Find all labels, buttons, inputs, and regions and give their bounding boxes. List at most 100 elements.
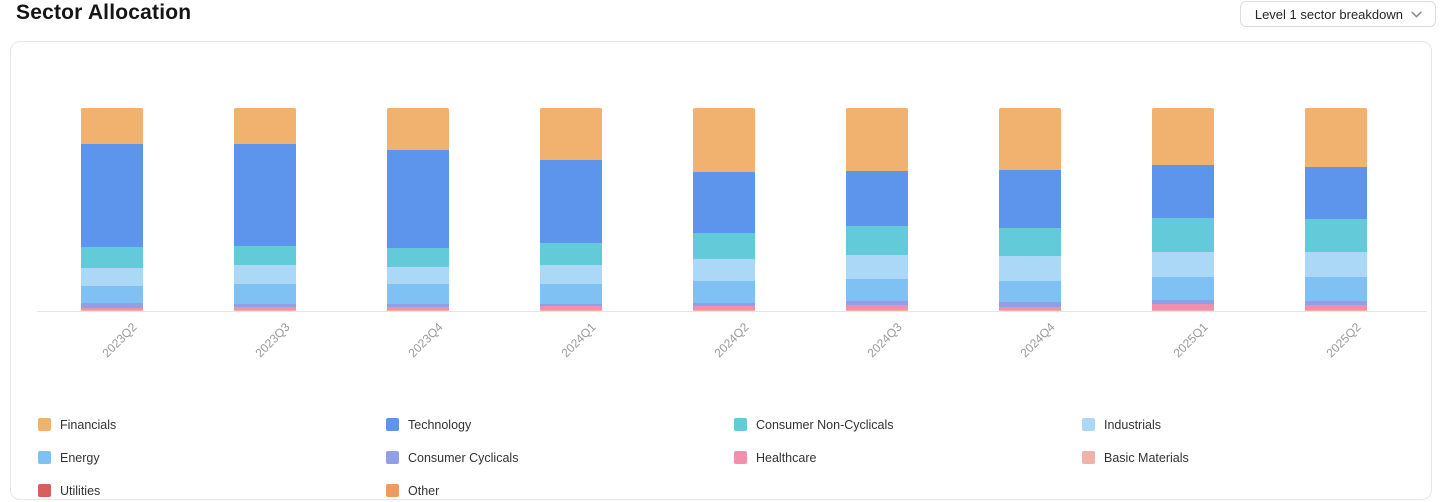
bar-2025Q1[interactable]	[1152, 108, 1214, 311]
energy-segment[interactable]	[387, 284, 449, 305]
healthcare-segment[interactable]	[81, 307, 143, 311]
bar-2023Q3[interactable]	[234, 108, 296, 311]
basic-materials-segment[interactable]	[1152, 309, 1214, 311]
consumer-non-cyclicals-segment[interactable]	[999, 227, 1061, 257]
legend-label: Energy	[60, 450, 100, 465]
consumer-non-cyclicals-segment[interactable]	[846, 225, 908, 256]
energy-segment[interactable]	[846, 279, 908, 301]
consumer-cyclicals-segment[interactable]	[81, 303, 143, 308]
industrials-segment[interactable]	[846, 255, 908, 280]
technology-segment[interactable]	[1305, 166, 1367, 220]
bar-2024Q2[interactable]	[693, 108, 755, 311]
consumer-cyclicals-segment[interactable]	[234, 304, 296, 307]
legend-item-basic-materials[interactable]: Basic Materials	[1082, 451, 1430, 465]
healthcare-segment[interactable]	[846, 304, 908, 310]
technology-segment[interactable]	[387, 150, 449, 248]
consumer-cyclicals-segment[interactable]	[540, 303, 602, 307]
basic-materials-segment[interactable]	[387, 309, 449, 311]
legend-item-healthcare[interactable]: Healthcare	[734, 451, 1082, 465]
basic-materials-segment[interactable]	[693, 309, 755, 311]
consumer-non-cyclicals-segment[interactable]	[387, 247, 449, 267]
energy-segment[interactable]	[1305, 277, 1367, 301]
consumer-non-cyclicals-segment[interactable]	[81, 246, 143, 269]
legend-label: Industrials	[1104, 417, 1161, 432]
energy-segment[interactable]	[999, 280, 1061, 302]
basic-materials-segment[interactable]	[540, 309, 602, 311]
industrials-segment[interactable]	[540, 264, 602, 285]
financials-segment[interactable]	[387, 108, 449, 151]
consumer-cyclicals-segment[interactable]	[387, 304, 449, 307]
industrials-segment[interactable]	[234, 264, 296, 285]
technology-segment[interactable]	[846, 170, 908, 226]
x-axis-label-2023Q2: 2023Q2	[99, 320, 140, 361]
legend-item-utilities[interactable]: Utilities	[38, 484, 386, 498]
basic-materials-segment[interactable]	[1305, 309, 1367, 311]
industrials-segment[interactable]	[1305, 252, 1367, 278]
healthcare-segment[interactable]	[999, 306, 1061, 310]
financials-segment[interactable]	[234, 108, 296, 145]
x-axis-label-2024Q4: 2024Q4	[1017, 320, 1058, 361]
legend-item-financials[interactable]: Financials	[38, 417, 386, 432]
bar-2024Q4[interactable]	[999, 108, 1061, 311]
healthcare-segment[interactable]	[387, 306, 449, 310]
energy-segment[interactable]	[540, 284, 602, 304]
consumer-cyclicals-segment[interactable]	[1152, 299, 1214, 305]
healthcare-segment[interactable]	[693, 306, 755, 310]
healthcare-segment[interactable]	[1152, 304, 1214, 310]
consumer-cyclicals-segment[interactable]	[1305, 300, 1367, 305]
industrials-segment[interactable]	[81, 268, 143, 287]
legend-label: Financials	[60, 417, 117, 432]
legend-item-industrials[interactable]: Industrials	[1082, 417, 1430, 432]
bar-2024Q1[interactable]	[540, 108, 602, 311]
energy-segment[interactable]	[1152, 276, 1214, 300]
consumer-non-cyclicals-segment[interactable]	[1305, 219, 1367, 253]
basic-materials-segment[interactable]	[234, 309, 296, 311]
breakdown-dropdown[interactable]: Level 1 sector breakdown	[1239, 1, 1436, 27]
basic-materials-segment[interactable]	[846, 309, 908, 311]
bar-2024Q3[interactable]	[846, 108, 908, 311]
financials-segment[interactable]	[846, 108, 908, 171]
technology-segment[interactable]	[999, 169, 1061, 228]
legend-item-consumer-cyclicals[interactable]: Consumer Cyclicals	[386, 450, 734, 465]
healthcare-segment[interactable]	[540, 306, 602, 310]
consumer-non-cyclicals-segment[interactable]	[1152, 218, 1214, 252]
consumer-cyclicals-segment[interactable]	[693, 303, 755, 307]
x-axis-label-2024Q2: 2024Q2	[711, 320, 752, 361]
consumer-non-cyclicals-segment[interactable]	[693, 232, 755, 259]
industrials-segment[interactable]	[387, 266, 449, 285]
consumer-cyclicals-segment[interactable]	[999, 301, 1061, 307]
financials-segment[interactable]	[1305, 108, 1367, 167]
basic-materials-segment[interactable]	[81, 310, 143, 311]
industrials-segment[interactable]	[693, 258, 755, 281]
energy-segment[interactable]	[81, 286, 143, 304]
technology-segment[interactable]	[81, 143, 143, 247]
consumer-non-cyclicals-segment[interactable]	[540, 242, 602, 265]
legend-item-energy[interactable]: Energy	[38, 450, 386, 465]
financials-segment[interactable]	[1152, 108, 1214, 166]
bar-2025Q2[interactable]	[1305, 108, 1367, 311]
financials-segment[interactable]	[81, 108, 143, 144]
consumer-non-cyclicals-segment[interactable]	[234, 245, 296, 265]
basic-materials-swatch-icon	[1082, 451, 1095, 464]
technology-segment[interactable]	[1152, 165, 1214, 219]
healthcare-segment[interactable]	[1305, 304, 1367, 310]
legend-item-other[interactable]: Other	[386, 484, 734, 498]
basic-materials-segment[interactable]	[999, 309, 1061, 311]
energy-segment[interactable]	[693, 280, 755, 304]
consumer-cyclicals-segment[interactable]	[846, 300, 908, 305]
legend-item-consumer-non-cyclicals[interactable]: Consumer Non-Cyclicals	[734, 418, 1082, 432]
financials-segment[interactable]	[999, 108, 1061, 170]
legend-item-technology[interactable]: Technology	[386, 418, 734, 432]
bar-2023Q4[interactable]	[387, 108, 449, 311]
financials-segment[interactable]	[693, 108, 755, 172]
industrials-segment[interactable]	[999, 256, 1061, 281]
legend-label: Consumer Cyclicals	[408, 450, 519, 465]
technology-segment[interactable]	[693, 171, 755, 233]
financials-segment[interactable]	[540, 108, 602, 161]
industrials-segment[interactable]	[1152, 251, 1214, 277]
technology-segment[interactable]	[540, 160, 602, 243]
technology-segment[interactable]	[234, 144, 296, 246]
bar-2023Q2[interactable]	[81, 108, 143, 311]
healthcare-segment[interactable]	[234, 306, 296, 310]
energy-segment[interactable]	[234, 284, 296, 305]
